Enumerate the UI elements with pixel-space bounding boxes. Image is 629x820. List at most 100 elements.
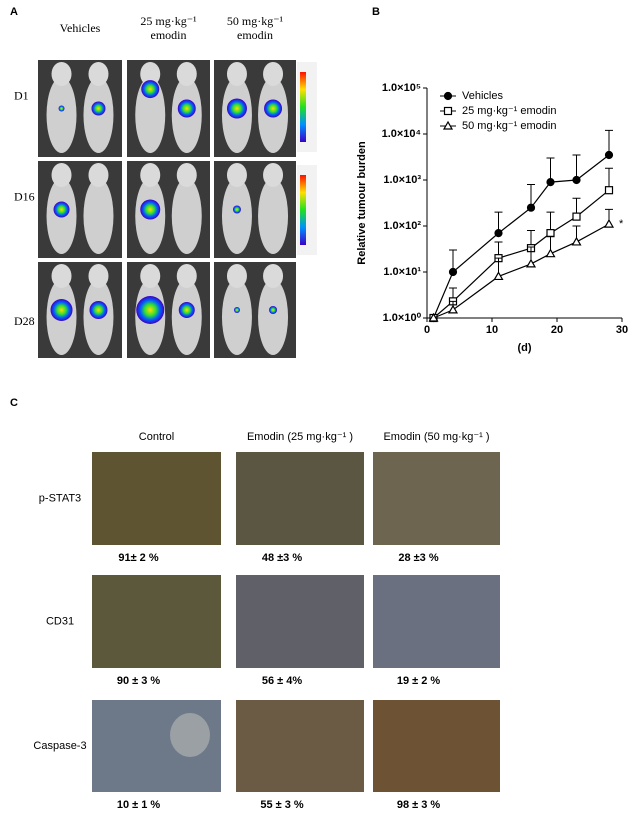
panel-label: C (10, 397, 18, 409)
mouse-head (176, 264, 197, 288)
row-label: D1 (14, 88, 29, 102)
percent-label: 28 ±3 % (398, 552, 439, 564)
legend-label: Vehicles (462, 90, 503, 102)
legend-label: 25 mg·kg⁻¹ emodin (462, 105, 556, 117)
signal (53, 201, 70, 218)
point (571, 236, 582, 246)
ihc-image (373, 452, 500, 545)
point (526, 203, 536, 212)
y-tick-label: 1.0×10² (383, 220, 421, 232)
column-header: Emodin (25 mg·kg⁻¹ ) (247, 431, 353, 443)
mouse-head (51, 264, 72, 288)
mouse (258, 279, 289, 355)
colorbar (300, 72, 306, 142)
mouse-head (88, 62, 109, 86)
point (448, 267, 458, 277)
point (493, 271, 504, 281)
point (572, 175, 581, 185)
ihc-image (373, 575, 500, 668)
ihc-image (236, 452, 364, 545)
signal (177, 99, 196, 118)
mouse (46, 77, 77, 153)
ihc-image (236, 575, 364, 668)
signal (136, 296, 165, 324)
column-header: 50 mg·kg⁻¹ (227, 14, 284, 28)
point (546, 229, 555, 238)
point (443, 106, 453, 116)
x-tick-label: 10 (486, 324, 498, 336)
row-label: D16 (14, 189, 35, 203)
point (603, 218, 615, 228)
row-label: Caspase-3 (33, 740, 86, 752)
series-line (432, 154, 610, 319)
mouse-head (140, 62, 161, 86)
row-label: D28 (14, 314, 35, 328)
signal (233, 307, 240, 313)
point (604, 186, 614, 195)
mouse-head (140, 264, 161, 288)
annotation: * (619, 218, 624, 230)
mouse (83, 178, 114, 254)
signal (58, 105, 65, 112)
mouse-head (226, 264, 247, 288)
column-header: emodin (237, 28, 273, 42)
mouse-head (140, 163, 161, 187)
column-header: Emodin (50 mg·kg⁻¹ ) (383, 431, 489, 443)
point (428, 312, 439, 322)
x-axis-label: (d) (517, 342, 531, 354)
mouse-head (263, 264, 284, 288)
y-tick-label: 1.0×10³ (383, 174, 421, 186)
signal (91, 101, 106, 116)
y-axis-label: Relative tumour burden (356, 141, 368, 265)
y-tick-label: 1.0×10⁵ (382, 82, 421, 94)
series-line (433, 189, 610, 319)
point (604, 150, 614, 160)
column-header: Vehicles (60, 21, 101, 35)
error-bar (605, 129, 613, 155)
signal (226, 98, 247, 119)
x-tick-label: 30 (616, 324, 628, 336)
mouse (221, 178, 252, 254)
column-header: Control (139, 431, 174, 443)
percent-label: 91± 2 % (118, 552, 159, 564)
mouse-head (51, 62, 72, 86)
row-label: p-STAT3 (39, 492, 81, 504)
percent-label: 56 ± 4% (262, 675, 303, 687)
mouse (171, 178, 202, 254)
error-bar (572, 154, 581, 180)
mouse-head (51, 163, 72, 187)
signal (141, 80, 160, 99)
percent-label: 48 ±3 % (262, 552, 303, 564)
signal (269, 306, 278, 314)
point (545, 248, 556, 258)
percent-label: 55 ± 3 % (260, 799, 304, 811)
legend-label: 50 mg·kg⁻¹ emodin (462, 120, 556, 132)
mouse-head (88, 163, 109, 187)
signal (264, 99, 283, 118)
vessel (170, 713, 210, 757)
mouse-head (226, 163, 247, 187)
series-line (433, 223, 610, 319)
panel-label: A (10, 6, 18, 18)
signal (50, 299, 73, 321)
signal (89, 301, 108, 319)
y-tick-label: 1.0×10⁴ (382, 128, 421, 140)
column-header: 25 mg·kg⁻¹ (140, 14, 197, 28)
ihc-image (92, 452, 221, 545)
y-tick-label: 1.0×10⁰ (383, 312, 422, 324)
column-header: emodin (151, 28, 187, 42)
ihc-image (236, 700, 364, 792)
point (546, 178, 555, 187)
signal (140, 199, 161, 220)
point (525, 258, 537, 268)
mouse-head (226, 62, 247, 86)
percent-label: 10 ± 1 % (117, 799, 161, 811)
signal (178, 302, 195, 318)
mouse-head (263, 62, 284, 86)
percent-label: 98 ± 3 % (397, 799, 441, 811)
y-tick-label: 1.0×10¹ (383, 266, 421, 278)
mouse-head (176, 62, 197, 86)
ihc-image (373, 700, 500, 792)
signal (232, 205, 241, 214)
